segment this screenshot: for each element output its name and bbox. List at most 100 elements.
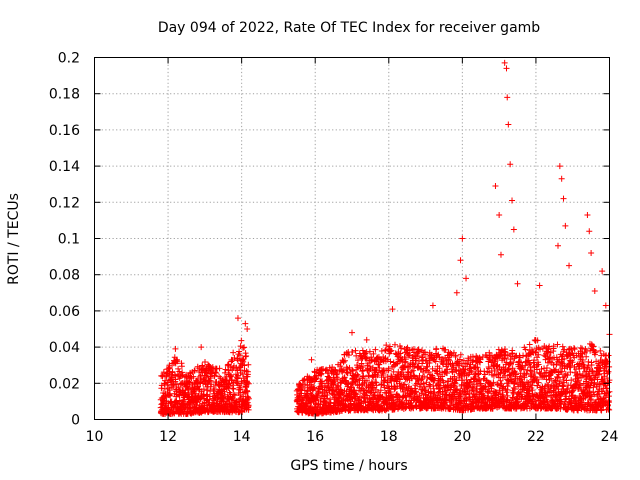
data-point [410, 367, 417, 374]
data-point [387, 388, 394, 395]
data-point [505, 352, 512, 359]
data-point [577, 344, 584, 351]
data-point [334, 370, 341, 377]
data-point [408, 368, 415, 375]
data-point [241, 362, 248, 369]
data-point [372, 346, 379, 353]
x-tick-labels: 10 12 14 16 18 20 22 24 [86, 429, 619, 445]
y-tick-label: 0.2 [58, 51, 80, 67]
data-point [420, 357, 427, 364]
data-point [560, 195, 567, 202]
data-point [323, 366, 330, 373]
data-point [501, 355, 508, 362]
data-point [360, 373, 367, 380]
data-point [241, 344, 248, 351]
data-point [469, 384, 476, 391]
data-point [373, 382, 380, 389]
data-point [207, 383, 214, 390]
data-point [436, 365, 443, 372]
data-point [354, 357, 361, 364]
data-point [490, 379, 497, 386]
x-tick-label: 20 [453, 429, 471, 445]
data-point [473, 383, 480, 390]
data-point [377, 387, 384, 394]
data-point [597, 347, 604, 354]
data-point [300, 377, 307, 384]
data-point [304, 394, 311, 401]
data-point [238, 378, 245, 385]
data-point [405, 369, 412, 376]
data-point [376, 364, 383, 371]
data-point [452, 380, 459, 387]
data-point [473, 364, 480, 371]
data-point [591, 287, 598, 294]
data-point [588, 249, 595, 256]
data-point [474, 364, 481, 371]
data-point [195, 386, 202, 393]
data-point [445, 357, 452, 364]
data-point [366, 395, 373, 402]
data-point [340, 359, 347, 366]
data-point [460, 363, 467, 370]
y-tick-label: 0.14 [49, 159, 80, 175]
data-point [208, 381, 215, 388]
data-point [223, 377, 230, 384]
data-point [558, 175, 565, 182]
data-point [415, 348, 422, 355]
data-point [366, 348, 373, 355]
data-point [423, 379, 430, 386]
y-tick-label: 0 [71, 413, 80, 429]
data-point [429, 302, 436, 309]
data-point [457, 257, 464, 264]
data-point [584, 211, 591, 218]
data-point [366, 363, 373, 370]
data-point [511, 386, 518, 393]
data-point [359, 373, 366, 380]
data-point [583, 353, 590, 360]
data-point [311, 384, 318, 391]
data-point [453, 289, 460, 296]
data-point [421, 373, 428, 380]
data-point [229, 382, 236, 389]
data-point [440, 379, 447, 386]
data-point [365, 405, 372, 412]
x-tick-label: 18 [380, 429, 398, 445]
data-point [308, 356, 315, 363]
data-point [225, 367, 232, 374]
data-point [464, 360, 471, 367]
data-point [586, 228, 593, 235]
y-tick-label: 0.18 [49, 87, 80, 103]
data-point [363, 377, 370, 384]
data-point [349, 348, 356, 355]
data-point [366, 373, 373, 380]
data-point [313, 394, 320, 401]
data-point [198, 344, 205, 351]
data-point [216, 365, 223, 372]
data-point [400, 381, 407, 388]
data-point [360, 364, 367, 371]
data-point [185, 391, 192, 398]
data-point [439, 373, 446, 380]
data-point [243, 353, 250, 360]
data-point [239, 371, 246, 378]
data-point [179, 369, 186, 376]
data-point [242, 320, 249, 327]
y-axis-label: ROTI / TECUs [6, 193, 22, 285]
data-point [231, 392, 238, 399]
data-point [486, 349, 493, 356]
data-point [166, 391, 173, 398]
data-point [365, 372, 372, 379]
data-point [363, 392, 370, 399]
data-point [337, 386, 344, 393]
data-point [385, 367, 392, 374]
data-point [175, 384, 182, 391]
data-point [194, 399, 201, 406]
data-point [497, 251, 504, 258]
data-point [398, 345, 405, 352]
data-point [245, 361, 252, 368]
data-point [477, 381, 484, 388]
data-point [354, 371, 361, 378]
data-point [352, 390, 359, 397]
data-point [185, 385, 192, 392]
x-tick-label: 12 [159, 429, 177, 445]
